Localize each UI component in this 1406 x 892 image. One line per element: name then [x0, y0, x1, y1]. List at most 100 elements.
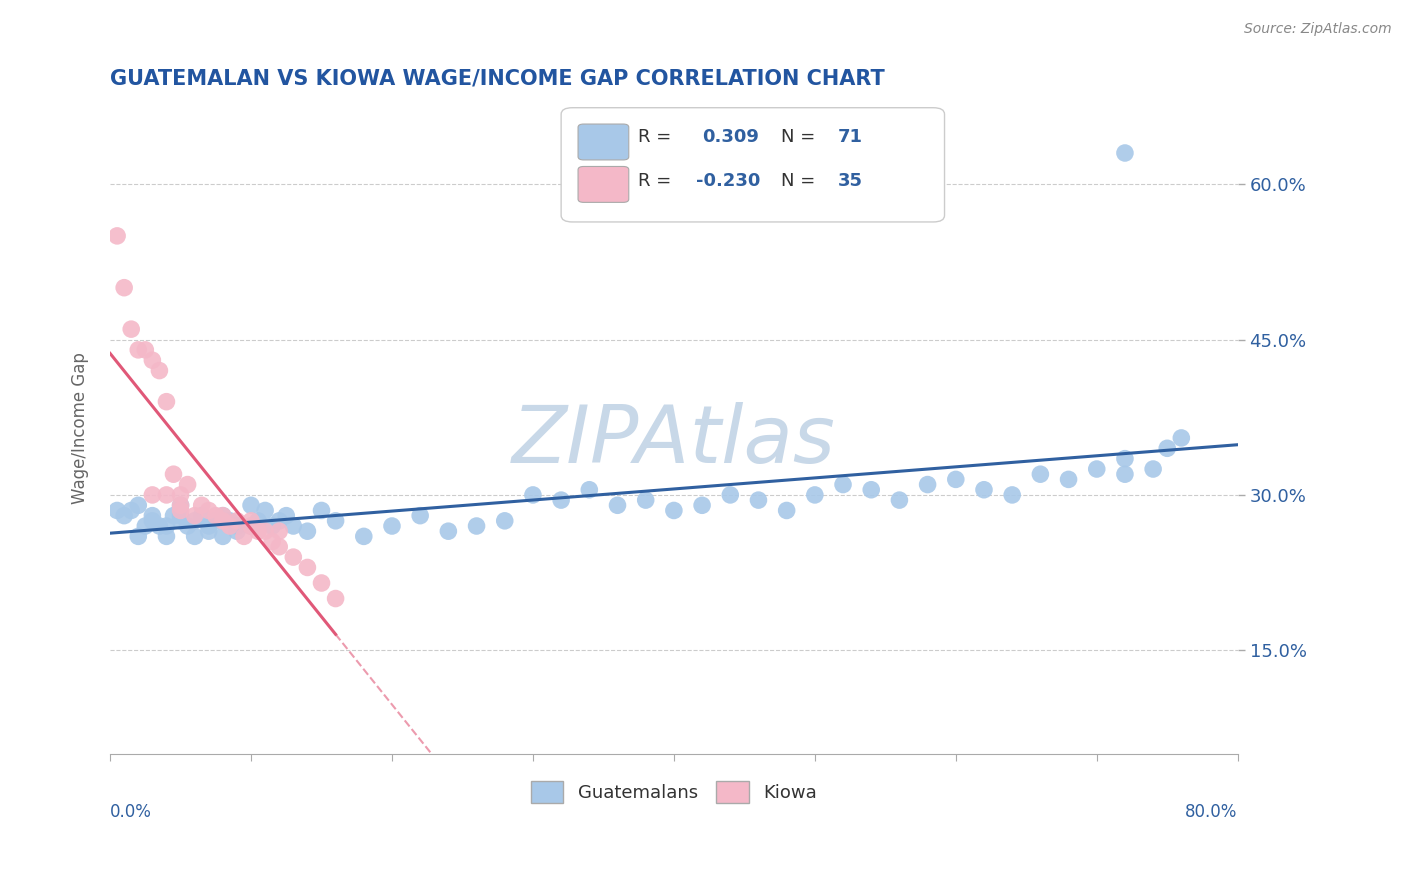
Point	[120, 322, 142, 336]
Point	[311, 576, 333, 591]
Text: 0.0%: 0.0%	[110, 803, 152, 821]
Point	[1114, 467, 1136, 482]
Point	[190, 498, 212, 512]
Point	[1057, 472, 1080, 486]
Point	[155, 529, 177, 543]
Point	[141, 514, 163, 528]
Point	[169, 514, 191, 528]
Text: R =: R =	[638, 128, 676, 146]
Point	[183, 529, 205, 543]
Point	[211, 514, 233, 528]
Point	[381, 519, 404, 533]
Point	[254, 503, 277, 517]
Point	[197, 503, 219, 517]
Point	[269, 524, 291, 539]
Point	[1001, 488, 1024, 502]
Point	[169, 508, 191, 523]
Point	[283, 519, 305, 533]
Point	[127, 343, 149, 357]
Point	[973, 483, 995, 497]
Point	[141, 353, 163, 368]
Text: 35: 35	[838, 172, 862, 191]
Point	[311, 503, 333, 517]
Point	[262, 534, 284, 549]
Point	[120, 503, 142, 517]
Point	[183, 508, 205, 523]
Point	[269, 514, 291, 528]
Point	[141, 508, 163, 523]
Point	[353, 529, 375, 543]
Point	[211, 508, 233, 523]
Point	[522, 488, 544, 502]
Point	[718, 488, 741, 502]
Point	[254, 524, 277, 539]
Point	[465, 519, 488, 533]
Text: -0.230: -0.230	[696, 172, 761, 191]
Point	[219, 519, 242, 533]
Point	[141, 488, 163, 502]
Point	[276, 508, 298, 523]
Point	[662, 503, 685, 517]
Point	[1170, 431, 1192, 445]
Point	[226, 514, 249, 528]
Point	[1114, 146, 1136, 161]
Text: 71: 71	[838, 128, 862, 146]
Point	[409, 508, 432, 523]
FancyBboxPatch shape	[578, 124, 628, 160]
Point	[169, 498, 191, 512]
Point	[105, 503, 128, 517]
Point	[262, 519, 284, 533]
Point	[325, 514, 347, 528]
Point	[747, 493, 769, 508]
Point	[297, 560, 319, 574]
Point	[162, 508, 184, 523]
Point	[247, 514, 270, 528]
Text: N =: N =	[780, 128, 821, 146]
Point	[204, 514, 226, 528]
Point	[183, 514, 205, 528]
Point	[155, 394, 177, 409]
Point	[1114, 451, 1136, 466]
Point	[211, 529, 233, 543]
Point	[494, 514, 516, 528]
Point	[832, 477, 855, 491]
FancyBboxPatch shape	[578, 167, 628, 202]
Point	[550, 493, 572, 508]
Point	[240, 519, 263, 533]
Point	[134, 519, 156, 533]
Point	[112, 281, 135, 295]
Point	[240, 519, 263, 533]
Point	[889, 493, 911, 508]
Point	[634, 493, 657, 508]
Point	[169, 498, 191, 512]
Point	[247, 524, 270, 539]
Point	[226, 524, 249, 539]
Point	[148, 363, 170, 377]
Point	[1156, 442, 1178, 456]
Point	[162, 467, 184, 482]
Point	[134, 343, 156, 357]
Point	[578, 483, 600, 497]
Point	[945, 472, 967, 486]
Point	[176, 519, 198, 533]
Point	[169, 503, 191, 517]
Point	[176, 477, 198, 491]
Text: Source: ZipAtlas.com: Source: ZipAtlas.com	[1244, 22, 1392, 37]
Text: R =: R =	[638, 172, 676, 191]
Point	[283, 550, 305, 565]
Point	[1029, 467, 1052, 482]
Point	[437, 524, 460, 539]
Point	[240, 514, 263, 528]
Legend: Guatemalans, Kiowa: Guatemalans, Kiowa	[524, 773, 824, 810]
FancyBboxPatch shape	[561, 108, 945, 222]
Text: 80.0%: 80.0%	[1185, 803, 1237, 821]
Point	[127, 529, 149, 543]
Point	[169, 488, 191, 502]
Point	[240, 498, 263, 512]
Point	[197, 519, 219, 533]
Point	[155, 488, 177, 502]
Point	[226, 519, 249, 533]
Point	[917, 477, 939, 491]
Point	[204, 508, 226, 523]
Point	[219, 514, 242, 528]
